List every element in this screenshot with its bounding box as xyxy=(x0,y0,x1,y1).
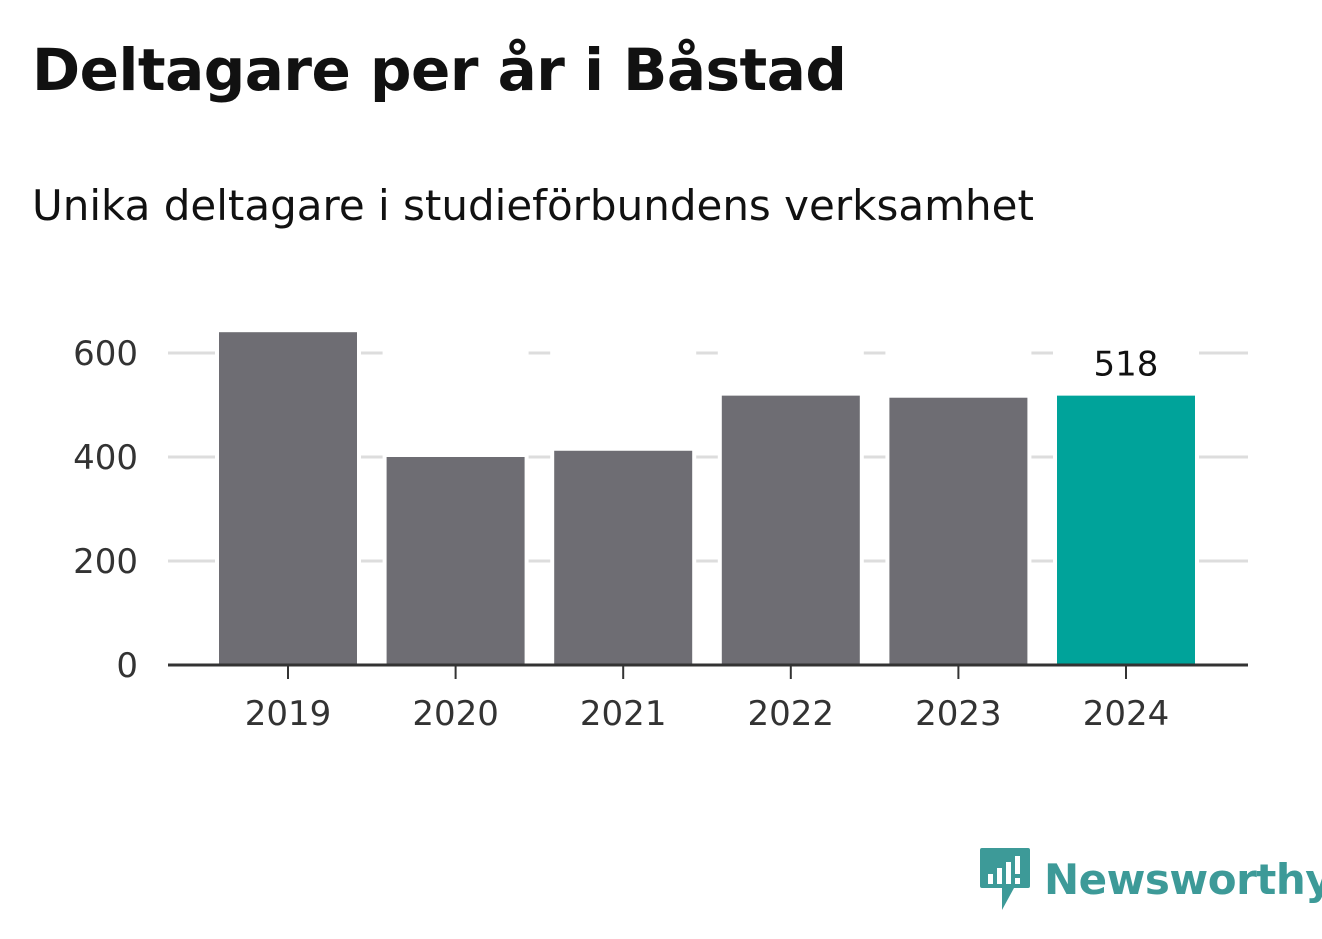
labels: 0 200 400 600 2019 2020 2021 2022 2023 2024 518 xyxy=(73,334,1169,734)
x-tick-label: 2024 xyxy=(1083,694,1170,734)
x-tick-label: 2019 xyxy=(245,694,332,734)
newsworthy-logo-icon xyxy=(980,848,1030,910)
bars xyxy=(219,332,1195,665)
brand-name: Newsworthy xyxy=(1044,854,1322,904)
x-tick-label: 2021 xyxy=(580,694,667,734)
bar-2022 xyxy=(721,395,860,665)
y-tick-label: 200 xyxy=(73,542,138,582)
y-tick-label: 600 xyxy=(73,334,138,374)
chart-title: Deltagare per år i Båstad xyxy=(32,36,847,104)
bar-2023 xyxy=(889,397,1028,665)
y-tick-label: 0 xyxy=(116,646,138,686)
brand-logo: Newsworthy xyxy=(980,848,1322,910)
y-tick-label: 400 xyxy=(73,438,138,478)
bar-2024 xyxy=(1057,395,1195,665)
data-label: 518 xyxy=(1094,345,1159,385)
x-tick-label: 2023 xyxy=(915,694,1002,734)
bar-2021 xyxy=(554,450,693,665)
x-tick-label: 2020 xyxy=(412,694,499,734)
bar-2020 xyxy=(386,457,525,665)
chart-subtitle: Unika deltagare i studieförbundens verks… xyxy=(32,181,1034,230)
bar-2019 xyxy=(219,332,357,665)
axes xyxy=(168,663,1248,679)
x-tick-label: 2022 xyxy=(748,694,835,734)
